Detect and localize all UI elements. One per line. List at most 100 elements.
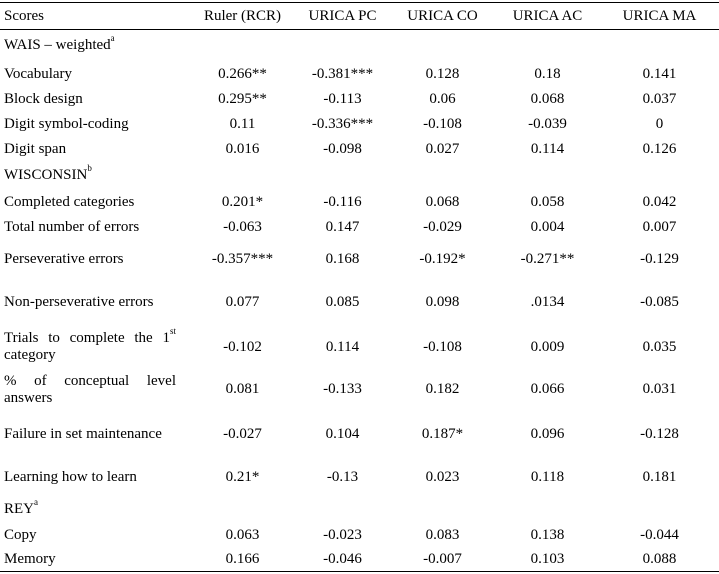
label: Non-perseverative errors [4,293,154,310]
label-text: % of conceptual level answers [4,373,176,407]
value-cell: 0.266** [218,65,267,82]
row-label: Failure in set maintenance [0,410,190,460]
label-text: Block design [4,91,176,108]
label-text: Failure in set maintenance [4,426,176,443]
value-cell: 0.063 [225,527,260,543]
value-cell: 0.058 [530,193,565,210]
value-cell: 0.083 [425,527,460,543]
value-cell: 0.016 [225,140,260,157]
value-cell: 0.182 [425,381,460,397]
header-cell: URICA AC [495,2,600,30]
data-row: Copy 0.063 -0.023 0.083 0.138 -0.044 [0,524,719,548]
label: Trials to complete the 1 [4,330,170,346]
value-cell: -0.336*** [311,115,374,132]
value-cell: -0.046 [323,550,362,567]
value-cell: 0.085 [325,293,360,310]
row-label: Learning how to learn [0,460,190,496]
data-row: Digit symbol-coding 0.11 -0.336*** -0.108 -0… [0,112,719,137]
value-cell: 0.18 [534,65,561,82]
row-label: WISCONSINb [0,162,190,190]
value-cell: -0.102 [223,338,262,355]
value-cell: -0.044 [640,527,679,543]
row-label: Perseverative errors [0,240,190,280]
label: % of conceptual level answers [4,372,176,406]
value-cell: -0.063 [223,218,262,235]
value-cell: 0.141 [642,65,677,82]
value-cell: 0.126 [642,140,677,157]
label: Learning how to learn [4,469,137,485]
value-cell: -0.113 [323,90,362,107]
value-cell: 0.077 [225,293,260,310]
section-row: WISCONSINb [0,162,719,190]
value-cell: 0.128 [425,65,460,82]
value-cell: 0.035 [642,338,677,355]
data-row: Learning how to learn 0.21* -0.13 0.023 0.11… [0,460,719,496]
label-text: Total number of errors [4,219,176,236]
value-cell: -0.357*** [211,251,274,267]
header-label: Scores [0,2,190,30]
row-label: Trials to complete the 1st category [0,325,190,370]
value-cell: -0.133 [323,381,362,397]
label: Total number of errors [4,218,140,235]
value-cell: -0.271** [520,251,575,267]
value-cell: 0.166 [225,550,260,567]
label-text: Non-perseverative errors [4,294,176,311]
row-label: Digit symbol-coding [0,112,190,137]
value-cell: 0.007 [642,218,677,235]
label-text: Completed categories [4,194,176,211]
superscript: a [110,33,115,44]
label: Block design [4,90,83,107]
row-label: Digit span [0,137,190,162]
value-cell: -0.098 [323,140,362,157]
label-text: WAIS – weighteda [4,34,176,54]
value-cell: 0.138 [530,527,565,543]
data-row: % of conceptual level answers 0.081 -0.133… [0,370,719,410]
section-filler [190,162,719,190]
value-cell: -0.129 [640,251,679,267]
label: Perseverative errors [4,251,124,267]
label-text: Trials to complete the 1st category [4,327,176,364]
data-row: Block design 0.295** -0.113 0.06 0.068 0.037 [0,87,719,112]
label-text: Digit span [4,141,176,158]
data-row: Memory 0.166 -0.046 -0.007 0.103 0.088 [0,548,719,572]
label: Completed categories [4,193,135,210]
value-cell: 0.201* [221,193,264,210]
value-cell: -0.108 [423,338,462,355]
label-text: Learning how to learn [4,469,176,486]
label: WISCONSIN [4,167,88,183]
value-cell: 0.295** [218,90,267,107]
value-cell: -0.007 [423,550,462,567]
value-cell: 0.104 [325,426,360,442]
label-text: WISCONSINb [4,164,176,184]
section-filler [190,496,719,524]
value-cell: 0.118 [530,469,565,485]
label-text: REYa [4,498,176,518]
value-cell: 0.11 [229,115,256,132]
value-cell: 0.023 [425,469,460,485]
row-label: WAIS – weighteda [0,30,190,62]
value-cell: 0.027 [425,140,460,157]
value-cell: 0.009 [530,338,565,355]
label-text: Vocabulary [4,66,176,83]
value-cell: 0.096 [530,426,565,442]
superscript: b [87,163,92,173]
value-cell: 0.037 [642,90,677,107]
value-cell: -0.128 [640,426,679,442]
row-label: Total number of errors [0,215,190,240]
row-label: Vocabulary [0,62,190,87]
label-text: Memory [4,551,176,568]
value-cell: 0.068 [425,193,460,210]
superscript: st [169,326,176,336]
header-cell: Ruler (RCR) [190,2,295,30]
label-text: Perseverative errors [4,251,176,268]
row-label: Memory [0,548,190,572]
section-row: WAIS – weighteda [0,30,719,62]
label: Vocabulary [4,65,73,82]
value-cell: -0.029 [423,218,462,235]
value-cell: 0.06 [429,90,456,107]
value-cell: 0.088 [642,550,677,567]
value-cell: 0.042 [642,193,677,210]
value-cell: -0.108 [423,115,462,132]
